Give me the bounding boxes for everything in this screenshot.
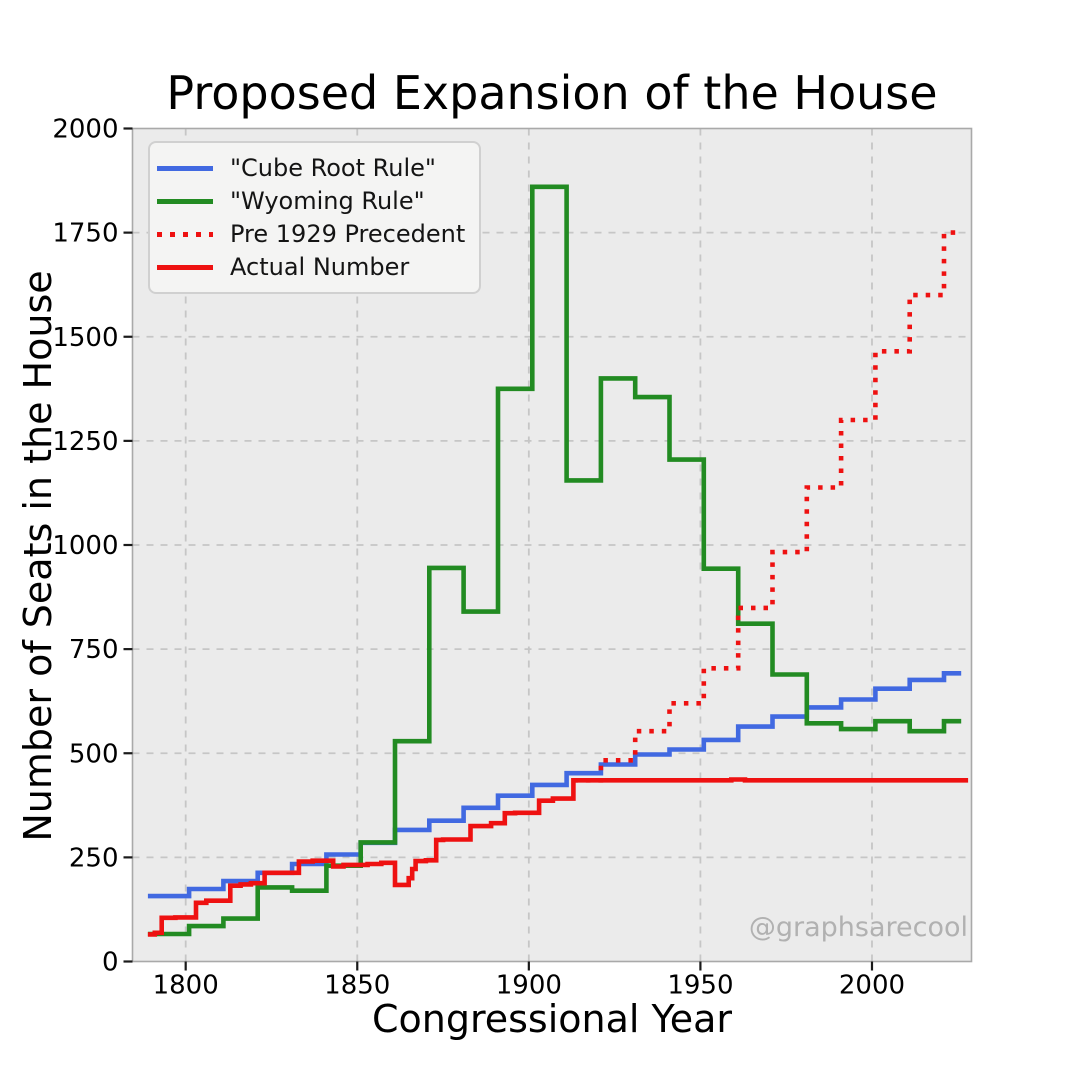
legend-label: "Wyoming Rule" [230,187,425,215]
y-axis-label: Number of Seats in the House [16,270,60,842]
legend-item-pre-1929-precedent: Pre 1929 Precedent [157,220,473,248]
legend-item-wyoming-rule: "Wyoming Rule" [157,187,473,215]
x-tick-label: 2000 [839,971,905,1001]
legend-item-actual-number: Actual Number [157,253,473,281]
series-line-wyoming-rule [147,184,962,937]
legend: "Cube Root Rule" "Wyoming Rule" Pre 1929… [148,141,481,294]
y-tick-label: 0 [102,948,119,978]
y-tick-label: 1250 [52,427,118,457]
legend-label: Pre 1929 Precedent [230,220,466,248]
y-tick-label: 250 [69,843,119,873]
legend-line-swatch-blue [157,165,213,171]
x-axis-label: Congressional Year [371,997,733,1041]
y-tick-label: 1500 [52,323,118,353]
y-tick-label: 500 [69,739,119,769]
chart-title: Proposed Expansion of the House [166,66,938,120]
legend-label: "Cube Root Rule" [230,154,436,182]
legend-label: Actual Number [230,253,410,281]
y-tick-label: 1750 [52,219,118,249]
legend-line-swatch-red [157,264,213,270]
legend-item-cube-root-rule: "Cube Root Rule" [157,154,473,182]
y-tick-label: 750 [69,635,119,665]
x-tick-label: 1800 [153,971,219,1001]
legend-line-swatch-green [157,198,213,204]
x-tick-label: 1950 [667,971,733,1001]
series-line-cube-root-rule [147,671,962,899]
x-tick-label: 1900 [496,971,562,1001]
x-tick-label: 1850 [324,971,390,1001]
y-tick-label: 2000 [52,115,118,145]
series-line-actual-number [147,777,969,937]
y-tick-label: 1000 [52,531,118,561]
legend-line-swatch-red-dotted [157,231,213,237]
watermark: @graphsarecool [748,912,968,943]
